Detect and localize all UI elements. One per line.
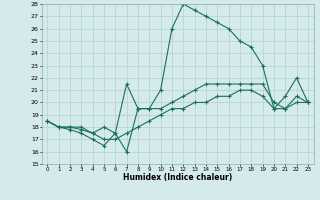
X-axis label: Humidex (Indice chaleur): Humidex (Indice chaleur) [123, 173, 232, 182]
